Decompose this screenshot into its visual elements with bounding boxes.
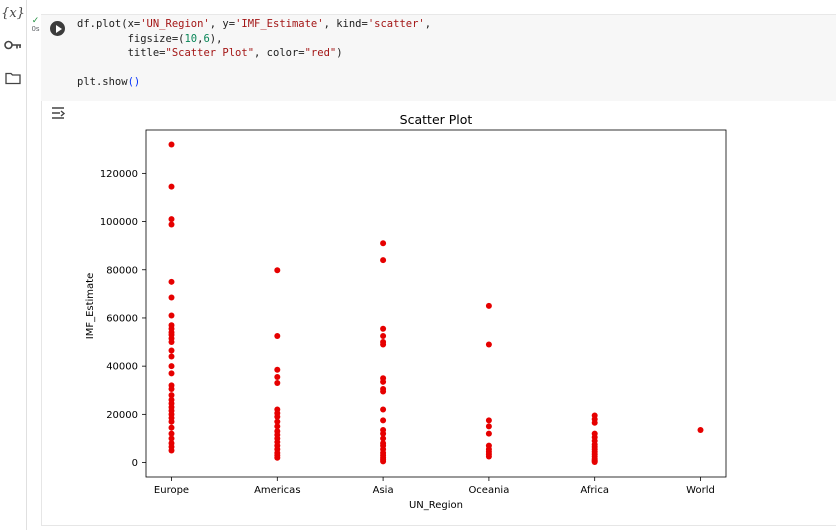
data-point bbox=[380, 378, 387, 385]
data-point bbox=[591, 459, 598, 466]
run-time: 0s bbox=[31, 25, 40, 33]
x-axis-label: UN_Region bbox=[409, 500, 463, 511]
data-point bbox=[168, 278, 175, 285]
data-point bbox=[168, 424, 175, 431]
data-point bbox=[380, 240, 387, 247]
y-tick-label: 0 bbox=[132, 458, 138, 469]
y-tick-label: 20000 bbox=[106, 410, 138, 421]
code-token: "red" bbox=[304, 47, 337, 59]
code-line-5: plt.show() bbox=[77, 76, 141, 88]
data-point bbox=[485, 341, 492, 348]
code-editor[interactable]: df.plot(x='UN_Region', y='IMF_Estimate',… bbox=[77, 17, 431, 90]
data-point bbox=[168, 347, 175, 354]
code-cell[interactable] bbox=[41, 14, 836, 101]
run-cell-button[interactable] bbox=[50, 21, 65, 36]
data-point bbox=[168, 363, 175, 370]
data-point bbox=[274, 366, 281, 373]
left-sidebar: {x} bbox=[0, 0, 27, 530]
data-point bbox=[380, 458, 387, 465]
data-point bbox=[168, 386, 175, 393]
data-point bbox=[485, 423, 492, 430]
data-point bbox=[380, 406, 387, 413]
data-point bbox=[168, 339, 175, 346]
code-token: 'UN_Region' bbox=[140, 18, 210, 30]
code-token: () bbox=[127, 76, 141, 88]
plot-frame bbox=[145, 129, 727, 478]
y-axis-label: IMF_Estimate bbox=[85, 273, 96, 340]
data-point bbox=[274, 380, 281, 387]
data-point bbox=[168, 216, 175, 223]
data-point bbox=[485, 417, 492, 424]
data-point bbox=[380, 388, 387, 395]
data-point bbox=[168, 370, 175, 377]
data-point bbox=[380, 417, 387, 424]
data-point bbox=[168, 312, 175, 319]
data-point bbox=[591, 419, 598, 426]
y-tick-label: 60000 bbox=[106, 313, 138, 324]
code-token: 6 bbox=[203, 32, 210, 45]
code-line-3: title="Scatter Plot", color="red") bbox=[77, 47, 343, 59]
data-point bbox=[274, 454, 281, 461]
y-tick-label: 100000 bbox=[100, 217, 138, 228]
code-token: 'IMF_Estimate' bbox=[235, 18, 324, 30]
data-point bbox=[274, 267, 281, 274]
data-point bbox=[380, 333, 387, 340]
data-point bbox=[274, 333, 281, 340]
output-toggle-icon[interactable] bbox=[50, 105, 66, 121]
data-point bbox=[380, 430, 387, 437]
data-point bbox=[380, 435, 387, 442]
data-point bbox=[168, 430, 175, 437]
variables-icon-label: {x} bbox=[1, 5, 25, 21]
code-line-1: df.plot(x='UN_Region', y='IMF_Estimate',… bbox=[77, 18, 432, 30]
code-token: 10 bbox=[184, 32, 198, 45]
data-point bbox=[168, 183, 175, 190]
chart-title: Scatter Plot bbox=[400, 112, 473, 127]
x-tick-label: Oceania bbox=[468, 485, 509, 496]
data-point bbox=[168, 447, 175, 454]
data-point bbox=[274, 423, 281, 430]
checkmark-icon: ✓ bbox=[31, 16, 40, 26]
x-tick-label: Africa bbox=[580, 485, 609, 496]
data-point bbox=[168, 294, 175, 301]
y-tick-label: 120000 bbox=[100, 169, 138, 180]
y-ticks: 0 20000 40000 60000 80000 100000 120000 bbox=[100, 169, 146, 469]
x-tick-label: World bbox=[686, 485, 715, 496]
folder-icon[interactable] bbox=[3, 68, 23, 88]
data-point bbox=[485, 430, 492, 437]
data-point bbox=[168, 221, 175, 228]
data-point bbox=[380, 325, 387, 332]
x-tick-label: Americas bbox=[254, 485, 300, 496]
data-point bbox=[485, 302, 492, 309]
data-point bbox=[168, 141, 175, 148]
code-line-2: figsize=(10,6), bbox=[77, 32, 223, 45]
key-icon[interactable] bbox=[3, 35, 23, 55]
run-status: ✓ 0s bbox=[29, 16, 42, 34]
x-ticks: Europe Americas Asia Oceania Africa World bbox=[154, 477, 715, 496]
y-tick-label: 40000 bbox=[106, 362, 138, 373]
data-point bbox=[168, 418, 175, 425]
x-tick-label: Asia bbox=[373, 485, 394, 496]
code-token: 'scatter' bbox=[367, 18, 425, 30]
data-points bbox=[168, 141, 704, 466]
data-point bbox=[168, 353, 175, 360]
data-point bbox=[380, 257, 387, 264]
data-point bbox=[274, 373, 281, 380]
data-point bbox=[274, 413, 281, 420]
code-token: "Scatter Plot" bbox=[165, 47, 255, 59]
data-point bbox=[168, 435, 175, 442]
y-tick-label: 80000 bbox=[106, 265, 138, 276]
variables-icon[interactable]: {x} bbox=[1, 3, 25, 23]
x-tick-label: Europe bbox=[154, 485, 189, 496]
data-point bbox=[274, 418, 281, 425]
data-point bbox=[168, 392, 175, 399]
data-point bbox=[380, 341, 387, 348]
data-point bbox=[485, 453, 492, 460]
data-point bbox=[697, 427, 704, 434]
